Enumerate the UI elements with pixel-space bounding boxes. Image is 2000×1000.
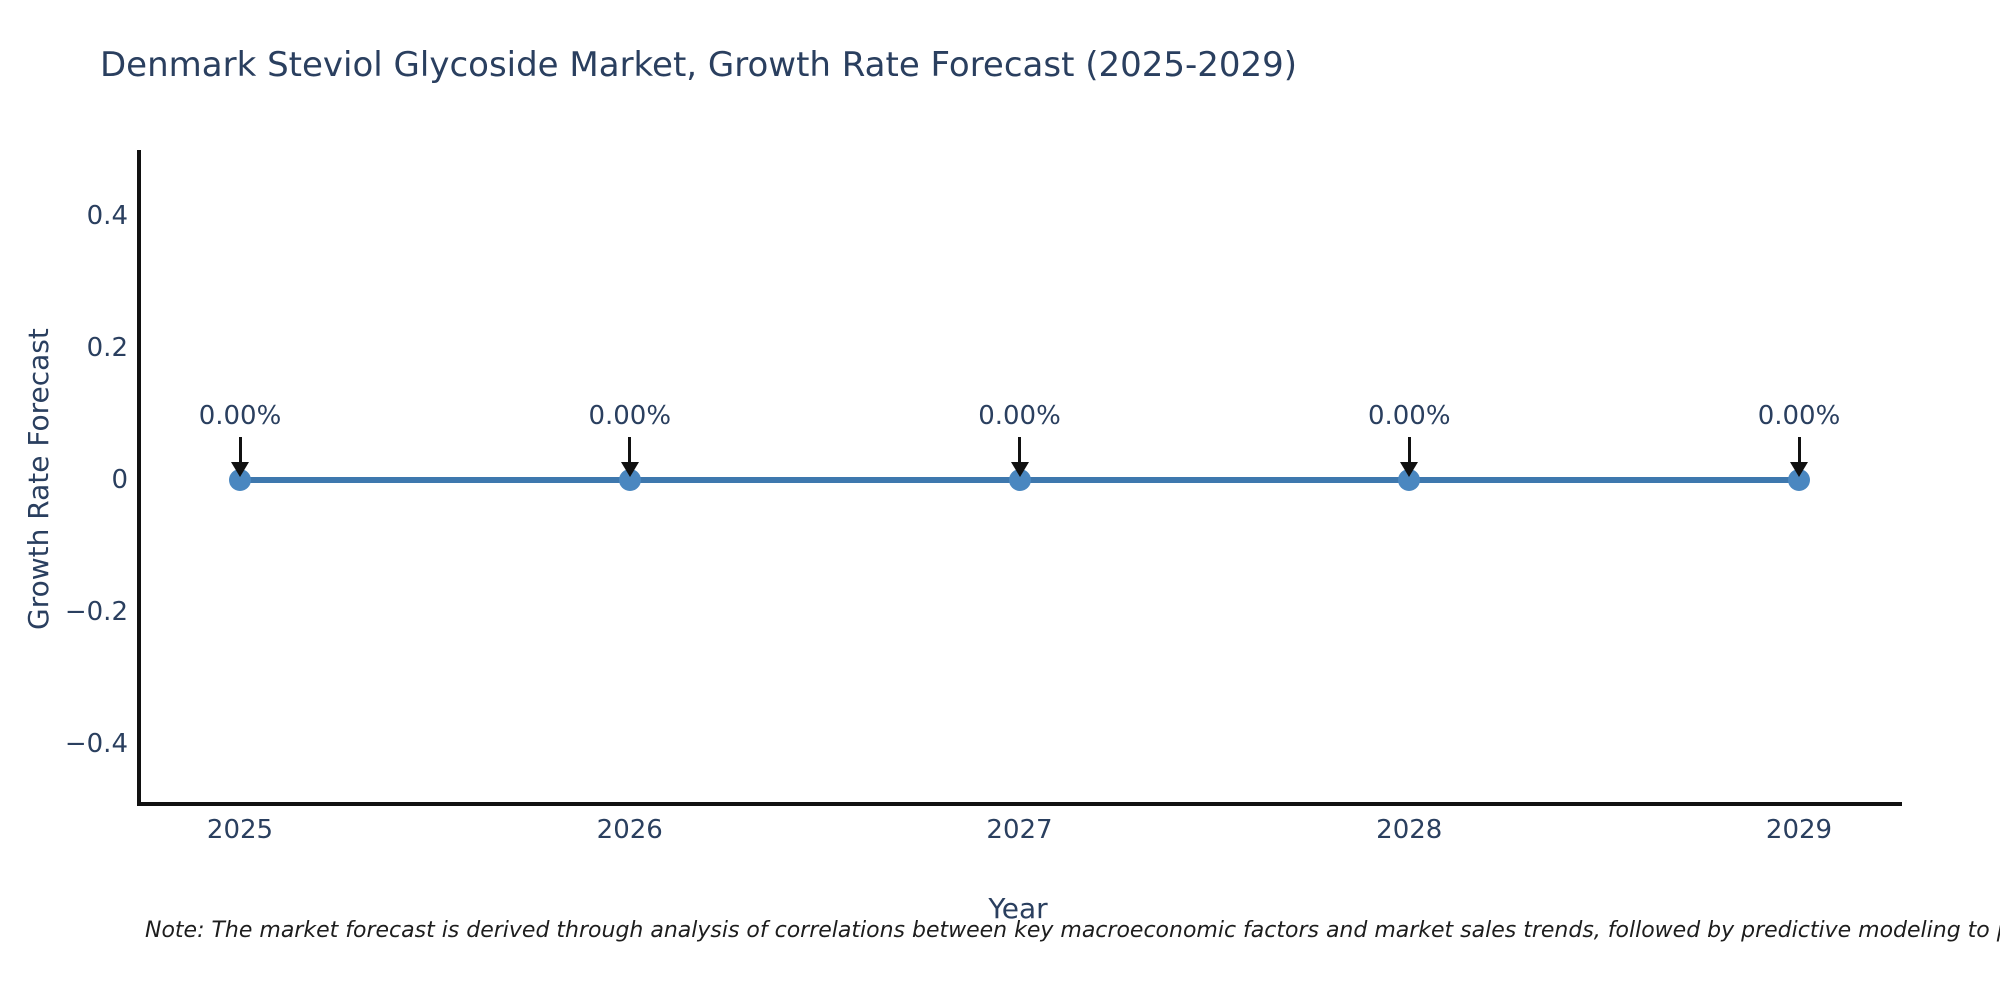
arrow-down-icon — [231, 462, 249, 477]
annotation-arrow-shaft — [628, 437, 632, 467]
footnote: Note: The market forecast is derived thr… — [145, 918, 2000, 943]
x-tick-label: 2028 — [1376, 815, 1443, 845]
x-tick-label: 2027 — [986, 815, 1053, 845]
y-tick-label: 0.4 — [86, 201, 128, 231]
x-axis-title: Year — [988, 892, 1048, 925]
x-tick-label: 2026 — [596, 815, 663, 845]
annotation-arrow-shaft — [1407, 437, 1411, 467]
annotation-arrow-shaft — [1018, 437, 1021, 467]
data-point-label: 0.00% — [198, 401, 282, 431]
y-tick-label: 0 — [111, 465, 128, 495]
arrow-down-icon — [620, 462, 639, 477]
chart-title: Denmark Steviol Glycoside Market, Growth… — [100, 45, 1298, 85]
annotation-arrow-shaft — [1797, 437, 1801, 467]
y-tick-label: −0.4 — [64, 729, 128, 759]
data-point-label: 0.00% — [1757, 401, 1841, 431]
y-tick-label: 0.2 — [86, 333, 128, 363]
data-point-label: 0.00% — [588, 401, 672, 431]
y-tick-label: −0.2 — [64, 597, 128, 627]
arrow-down-icon — [1010, 462, 1029, 477]
data-point-label: 0.00% — [978, 401, 1061, 431]
arrow-down-icon — [1400, 462, 1419, 477]
data-point-label: 0.00% — [1367, 401, 1451, 431]
arrow-down-icon — [1790, 462, 1808, 477]
annotation-arrow-shaft — [238, 437, 242, 467]
y-axis-line — [137, 150, 141, 806]
x-tick-label: 2025 — [206, 815, 274, 845]
x-tick-label: 2029 — [1765, 815, 1833, 845]
x-axis-line — [137, 802, 1902, 806]
